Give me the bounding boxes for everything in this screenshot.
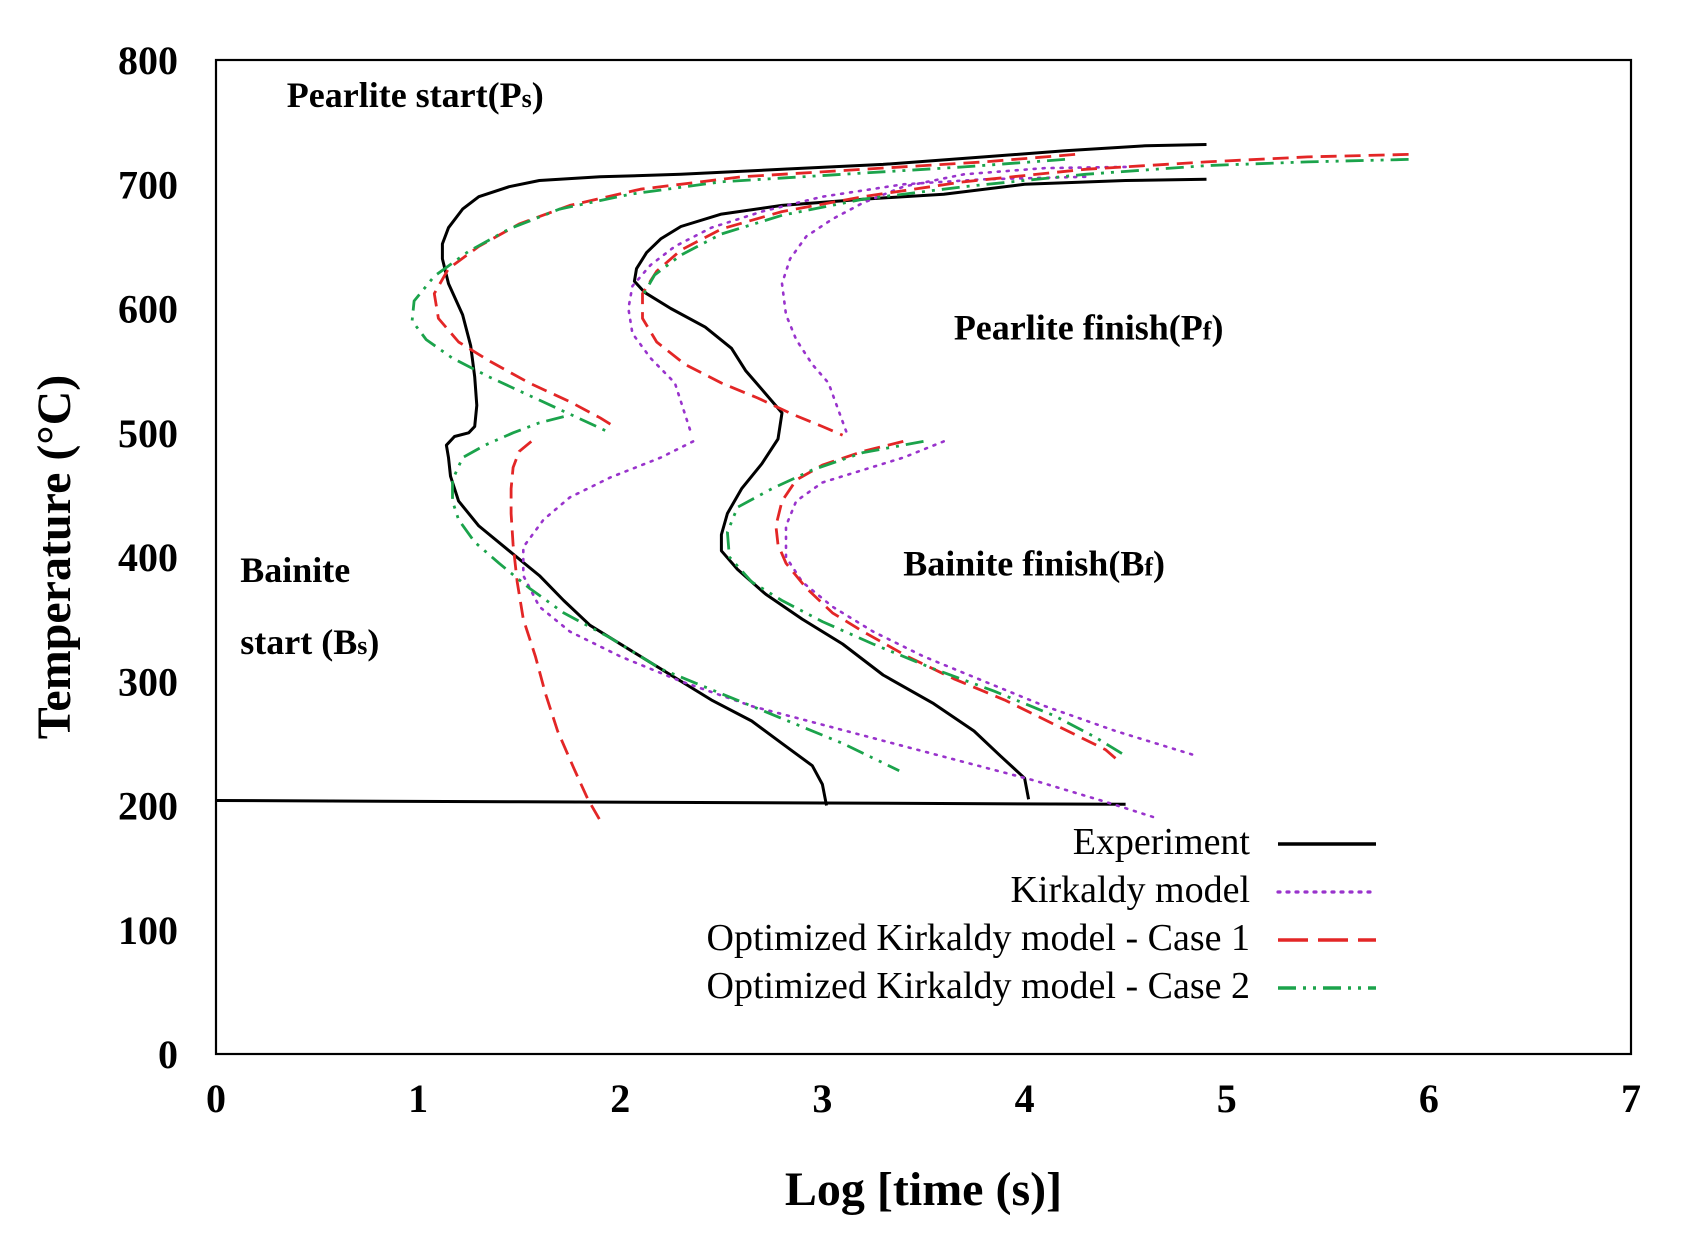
y-tick-label: 500 — [118, 411, 178, 456]
y-tick-label: 0 — [158, 1032, 178, 1077]
y-tick-label: 400 — [118, 535, 178, 580]
curve-experiment-200-line — [215, 799, 1126, 806]
curve-kirkaldy-model-pearlite-finish — [780, 165, 1127, 435]
y-tick-label: 600 — [118, 287, 178, 332]
curve-optimized-kirkaldy-model-case-1-bainite-finish — [774, 440, 1117, 760]
x-tick-label: 7 — [1621, 1076, 1641, 1121]
legend-label-kirkaldy-model: Kirkaldy model — [1010, 869, 1250, 911]
y-tick-label: 200 — [118, 784, 178, 829]
curve-kirkaldy-model-bainite-start — [522, 440, 1158, 820]
x-tick-label: 2 — [610, 1076, 630, 1121]
region-annotations: Pearlite start(Ps) Pearlite finish(Pf) Bai… — [240, 75, 1223, 662]
x-tick-label: 4 — [1015, 1076, 1035, 1121]
annotation-ps: Pearlite start(Ps) — [287, 75, 544, 115]
y-tick-label: 100 — [118, 908, 178, 953]
legend-label-experiment: Experiment — [1073, 821, 1251, 863]
y-tick-label: 300 — [118, 659, 178, 704]
curve-optimized-kirkaldy-model-case-2-bainite-start — [451, 415, 900, 772]
curve-kirkaldy-model-bainite-finish — [784, 440, 1198, 758]
plot-lines — [215, 143, 1409, 822]
legend-label-optimized-kirkaldy-model-case-1: Optimized Kirkaldy model - Case 1 — [707, 917, 1251, 959]
curve-optimized-kirkaldy-model-case-2-pearlite-finish-lower-bainite-finish — [726, 440, 1127, 757]
x-tick-label: 1 — [408, 1076, 428, 1121]
annotation-bs2: start (Bs) — [240, 622, 379, 662]
x-tick-label: 6 — [1419, 1076, 1439, 1121]
y-tick-label: 800 — [118, 38, 178, 83]
annotation-pf: Pearlite finish(Pf) — [954, 308, 1224, 348]
curve-optimized-kirkaldy-model-case-2-pearlite-start — [410, 158, 1066, 435]
x-tick-label: 5 — [1217, 1076, 1237, 1121]
series-kirkaldy-model — [522, 165, 1198, 820]
axis-ticks: 0 1 2 3 4 5 6 7 0 100 200 300 400 500 600 700 800 — [118, 38, 1641, 1121]
legend: Experiment Kirkaldy model Optimized Kirkal… — [707, 821, 1378, 1007]
curve-optimized-kirkaldy-model-case-1-pearlite-start — [432, 153, 1076, 428]
x-axis-title: Log [time (s)] — [785, 1163, 1062, 1216]
curve-optimized-kirkaldy-model-case-1-bainite-start — [509, 440, 602, 822]
y-axis-title: Temperature (°C) — [28, 375, 81, 739]
curve-optimized-kirkaldy-model-case-2-pearlite-finish — [641, 158, 1409, 297]
series-optimized-kirkaldy-model-case-1 — [432, 153, 1409, 822]
annotation-bf: Bainite finish(Bf) — [903, 544, 1165, 584]
annotation-bs1: Bainite — [240, 550, 350, 590]
series-optimized-kirkaldy-model-case-2 — [410, 158, 1409, 772]
plot-frame — [214, 58, 1633, 1056]
curve-experiment-pearlite-finish — [632, 177, 1207, 800]
x-tick-label: 3 — [812, 1076, 832, 1121]
y-tick-label: 700 — [118, 162, 178, 207]
curve-optimized-kirkaldy-model-case-1-pearlite-finish — [641, 153, 1409, 437]
x-tick-label: 0 — [206, 1076, 226, 1121]
legend-label-optimized-kirkaldy-model-case-2: Optimized Kirkaldy model - Case 2 — [707, 965, 1251, 1007]
